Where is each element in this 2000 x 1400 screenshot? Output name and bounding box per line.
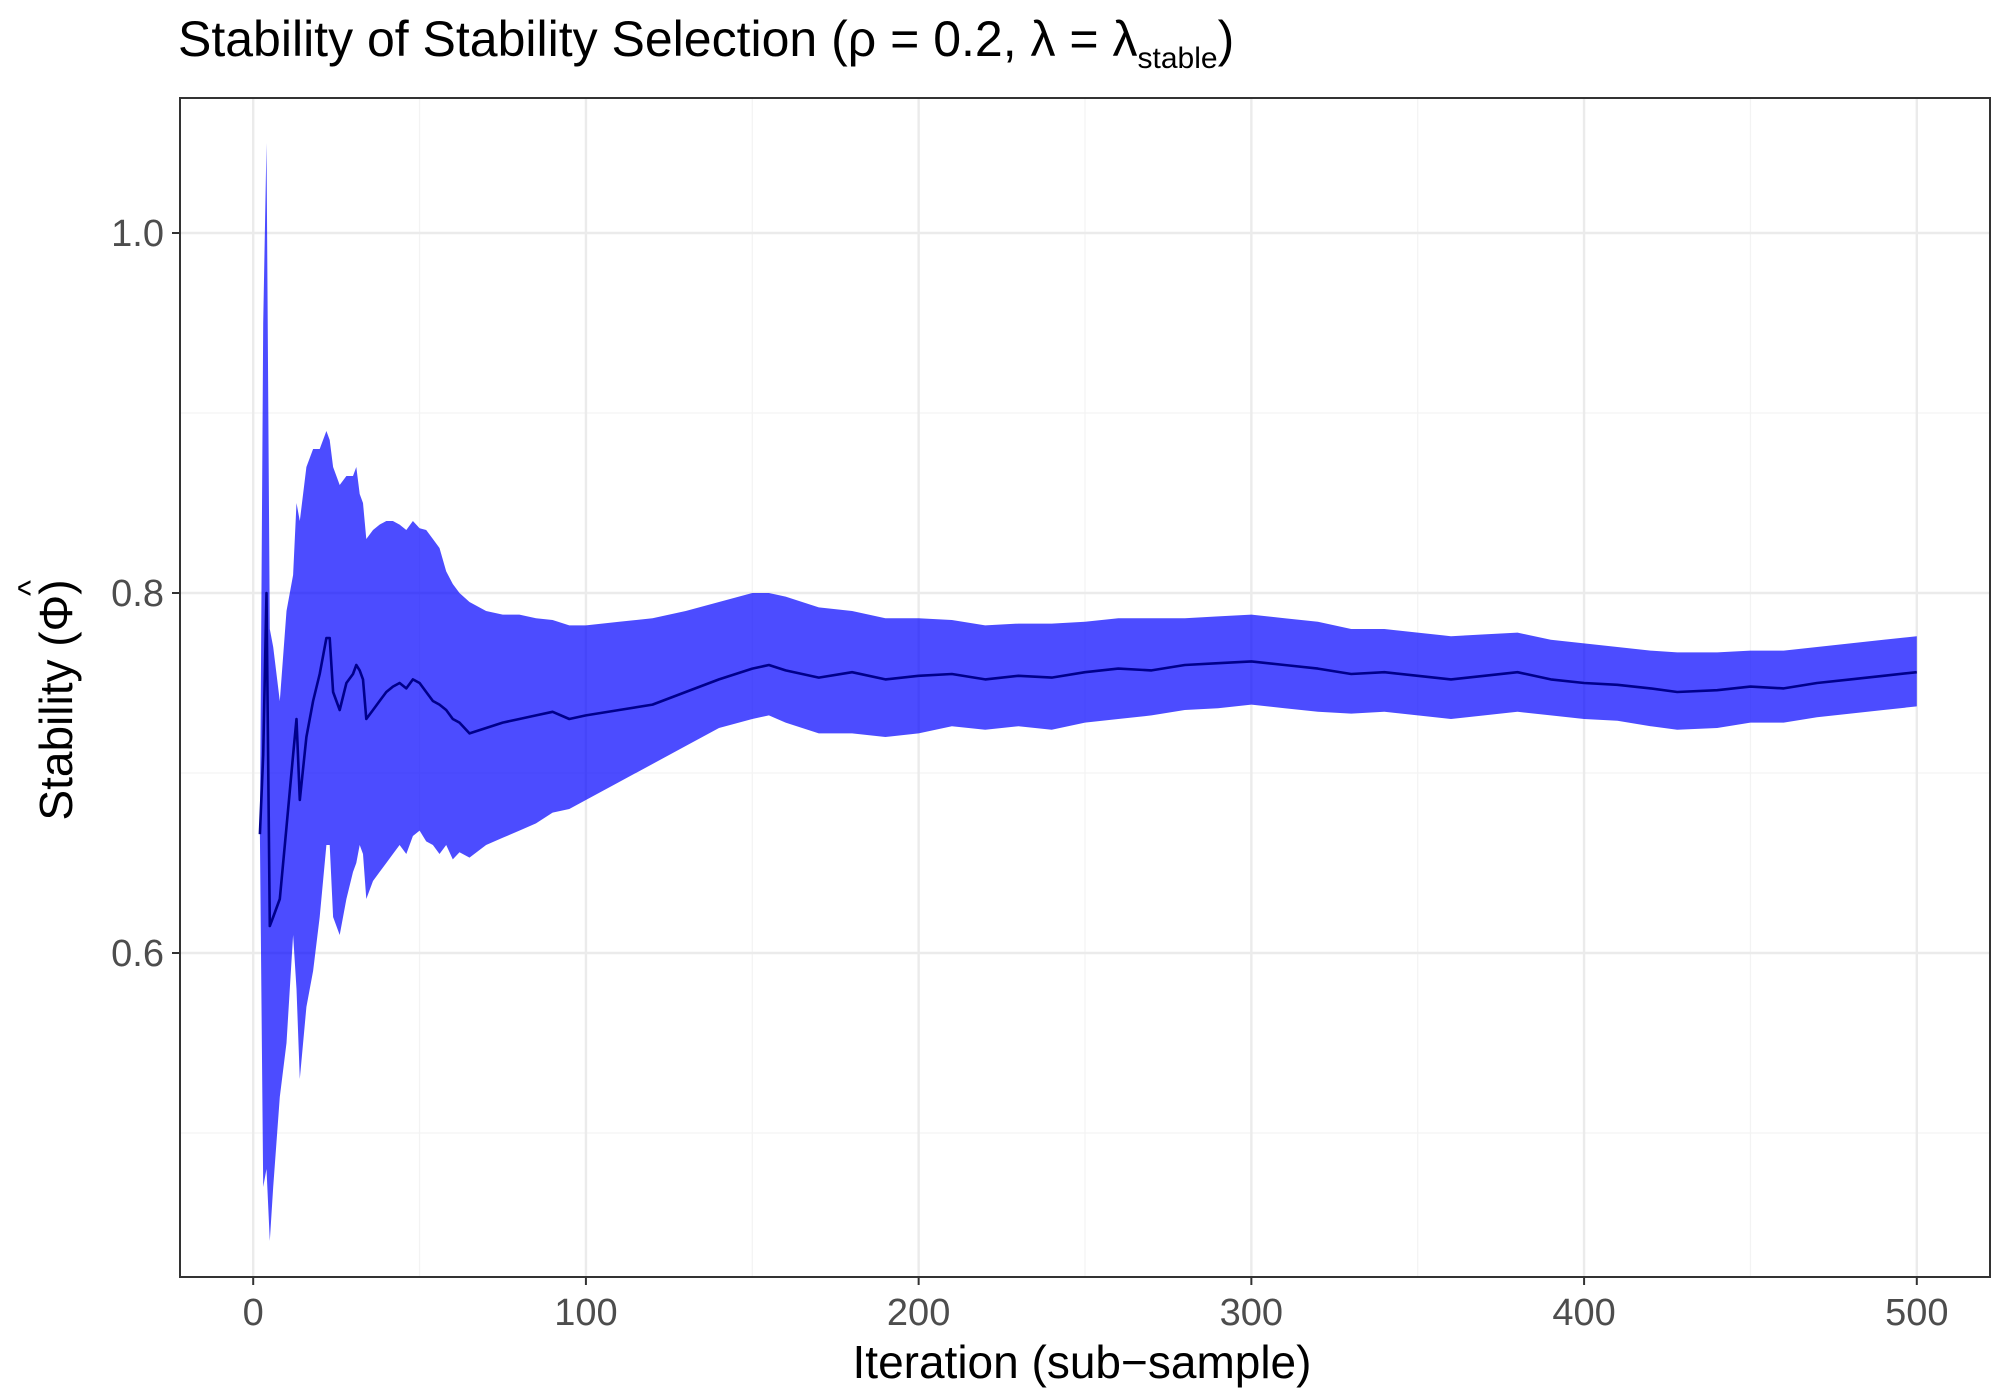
x-tick-label: 100 — [554, 1292, 617, 1334]
title-rho-value: 0.2 — [933, 11, 1003, 67]
x-axis-title: Iteration (sub−sample) — [853, 1336, 1312, 1388]
y-title-hat: ^ — [12, 580, 50, 596]
chart-title: Stability of Stability Selection (ρ = 0.… — [178, 11, 1234, 75]
x-tick-label: 500 — [1885, 1292, 1948, 1334]
x-tick-label: 400 — [1552, 1292, 1615, 1334]
axis-ticks: 0 100 200 300 400 500 0.6 0.8 1.0 — [111, 213, 1948, 1334]
panel-border — [179, 97, 1991, 1278]
y-title-prefix: Stability ( — [30, 631, 82, 821]
title-lambda-rhs: λ — [1113, 11, 1138, 67]
y-axis-title: Stability (Φ) ^ — [12, 579, 82, 820]
y-tick-label: 0.6 — [111, 933, 164, 975]
title-lambda-symbol: λ — [1031, 11, 1056, 67]
stability-line-layer — [258, 591, 1917, 928]
y-tick-label: 0.8 — [111, 573, 164, 615]
confidence-band — [259, 143, 1917, 1241]
title-lambda-subscript: stable — [1138, 42, 1218, 75]
x-tick-label: 200 — [887, 1292, 950, 1334]
title-eq-1: = — [876, 11, 933, 67]
title-prefix: Stability of Stability Selection ( — [178, 11, 848, 67]
title-rho-symbol: ρ — [848, 11, 876, 67]
confidence-band-layer — [259, 143, 1917, 1241]
title-separator: , — [1003, 11, 1031, 67]
y-title-symbol: Φ — [30, 595, 82, 632]
y-tick-label: 1.0 — [111, 213, 164, 255]
title-suffix: ) — [1218, 11, 1235, 67]
title-eq-2: = — [1056, 11, 1113, 67]
x-tick-label: 0 — [243, 1292, 264, 1334]
x-tick-label: 300 — [1220, 1292, 1283, 1334]
stability-line — [258, 591, 1917, 928]
svg-text:Stability (Φ): Stability (Φ) — [30, 579, 82, 820]
y-title-suffix: ) — [30, 579, 82, 594]
